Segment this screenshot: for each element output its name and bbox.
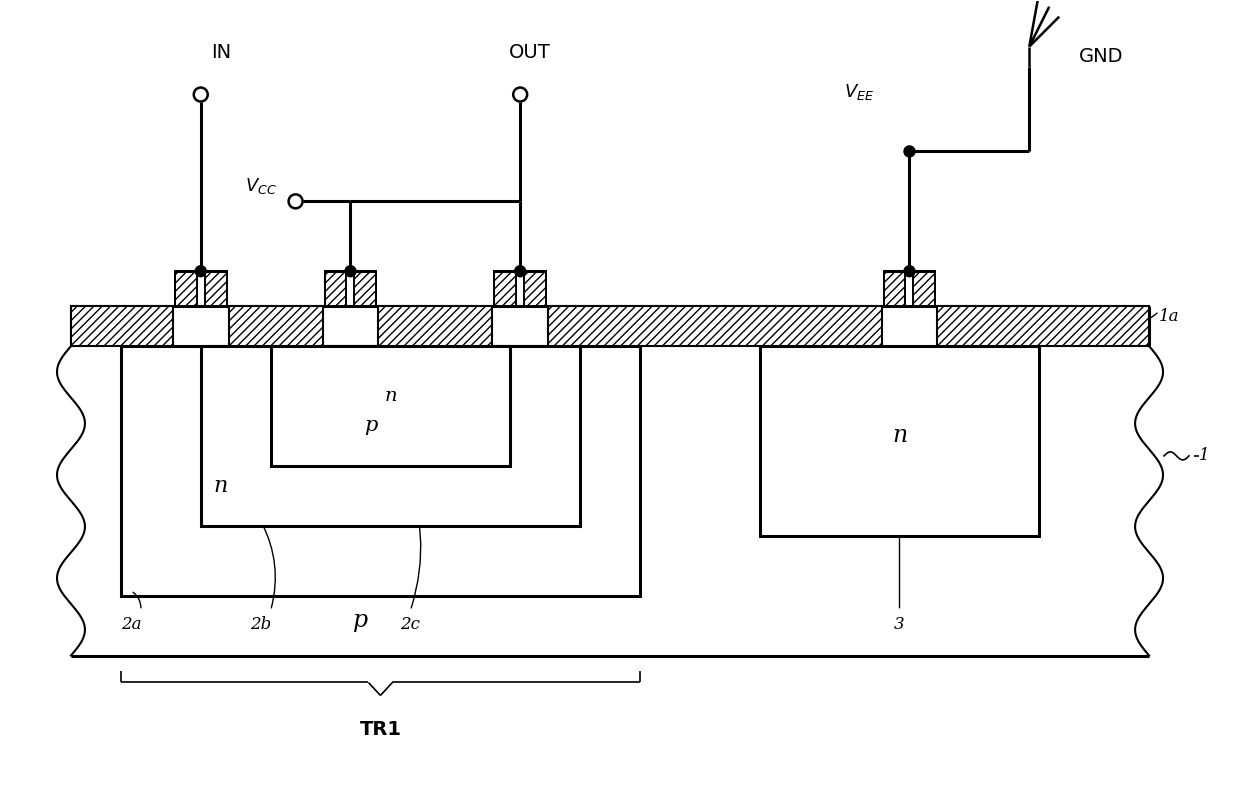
- Text: TR1: TR1: [360, 721, 402, 740]
- Bar: [525, 271, 546, 307]
- Bar: [378, 307, 492, 346]
- Text: n: n: [213, 475, 228, 497]
- Text: p: p: [363, 417, 377, 435]
- Text: 2c: 2c: [401, 615, 420, 633]
- Text: 2b: 2b: [250, 615, 272, 633]
- Circle shape: [904, 146, 915, 157]
- Circle shape: [195, 266, 206, 277]
- Bar: [355, 271, 377, 307]
- Text: 1a: 1a: [1159, 307, 1179, 325]
- Text: GND: GND: [1079, 47, 1123, 66]
- Bar: [175, 271, 197, 307]
- Bar: [914, 271, 935, 307]
- Circle shape: [904, 266, 915, 277]
- Text: n: n: [384, 387, 397, 405]
- Bar: [884, 271, 905, 307]
- Circle shape: [515, 266, 526, 277]
- Bar: [325, 271, 346, 307]
- Bar: [760, 346, 1039, 536]
- Text: n: n: [892, 424, 908, 447]
- Bar: [120, 346, 640, 596]
- Text: $V_{EE}$: $V_{EE}$: [844, 82, 874, 101]
- Bar: [228, 307, 322, 346]
- Text: 2a: 2a: [120, 615, 141, 633]
- Bar: [201, 346, 580, 526]
- Bar: [71, 307, 172, 346]
- Circle shape: [345, 266, 356, 277]
- Bar: [548, 307, 882, 346]
- Text: p: p: [353, 609, 368, 632]
- Bar: [495, 271, 516, 307]
- Text: $V_{CC}$: $V_{CC}$: [244, 176, 277, 196]
- Bar: [937, 307, 1149, 346]
- Text: 1: 1: [1199, 447, 1209, 465]
- Bar: [205, 271, 227, 307]
- Text: IN: IN: [211, 42, 231, 61]
- Text: 3: 3: [894, 615, 905, 633]
- Bar: [270, 346, 510, 466]
- Text: OUT: OUT: [510, 42, 551, 61]
